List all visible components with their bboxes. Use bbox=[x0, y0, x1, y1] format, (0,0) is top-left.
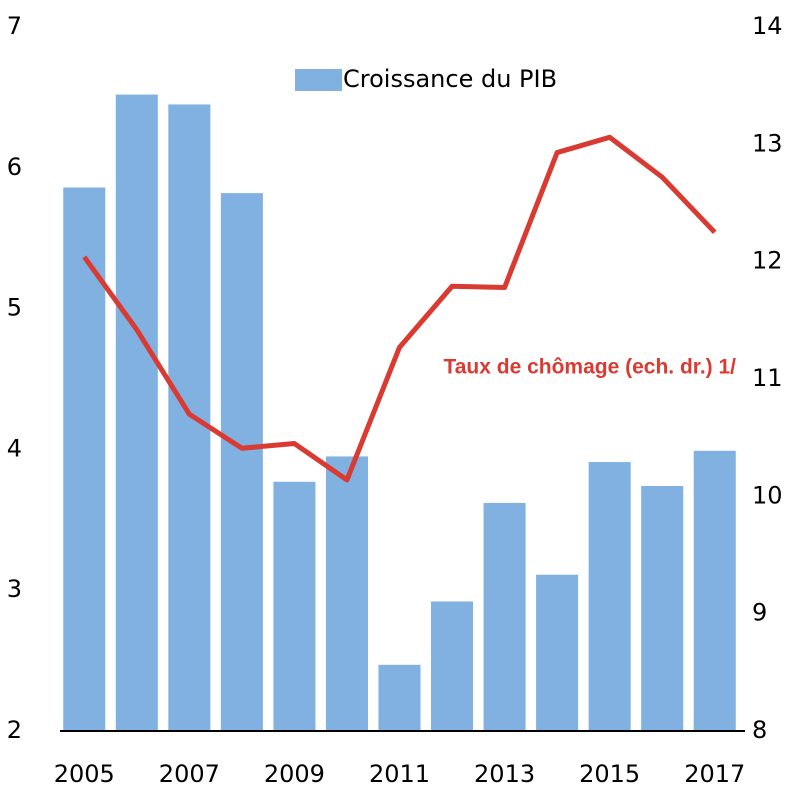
x-tick-label: 2013 bbox=[474, 760, 535, 788]
bar bbox=[325, 456, 368, 731]
x-tick-label: 2009 bbox=[264, 760, 325, 788]
x-tick-label: 2007 bbox=[159, 760, 220, 788]
legend-swatch bbox=[295, 69, 342, 91]
bar bbox=[588, 462, 631, 731]
x-tick-label: 2011 bbox=[369, 760, 430, 788]
bar bbox=[431, 601, 474, 731]
y-tick-label: 5 bbox=[7, 294, 22, 322]
x-tick-label: 2005 bbox=[54, 760, 115, 788]
y2-tick-label: 13 bbox=[752, 129, 783, 157]
y2-tick-label: 12 bbox=[752, 247, 783, 275]
bar bbox=[483, 502, 526, 731]
y2-tick-label: 8 bbox=[752, 716, 767, 744]
y-tick-label: 2 bbox=[7, 716, 22, 744]
y2-tick-label: 14 bbox=[752, 12, 783, 40]
bar bbox=[168, 104, 211, 731]
bar bbox=[693, 450, 736, 731]
bar bbox=[220, 193, 263, 732]
y2-tick-label: 9 bbox=[752, 599, 767, 627]
bar bbox=[63, 187, 106, 732]
y-tick-label: 3 bbox=[7, 575, 22, 603]
x-tick-label: 2015 bbox=[579, 760, 640, 788]
bar bbox=[536, 574, 579, 731]
y-tick-label: 7 bbox=[7, 12, 22, 40]
bar bbox=[641, 486, 684, 731]
y2-tick-label: 11 bbox=[752, 364, 783, 392]
bar bbox=[115, 94, 158, 732]
bar bbox=[273, 481, 316, 731]
bar bbox=[378, 664, 421, 731]
y-tick-label: 4 bbox=[7, 434, 22, 462]
x-tick-label: 2017 bbox=[684, 760, 745, 788]
y2-tick-label: 10 bbox=[752, 481, 783, 509]
line bbox=[82, 134, 717, 483]
line-label: Taux de chômage (ech. dr.) 1/ bbox=[443, 356, 736, 379]
legend-label: Croissance du PIB bbox=[343, 65, 557, 93]
y-tick-label: 6 bbox=[7, 153, 22, 181]
